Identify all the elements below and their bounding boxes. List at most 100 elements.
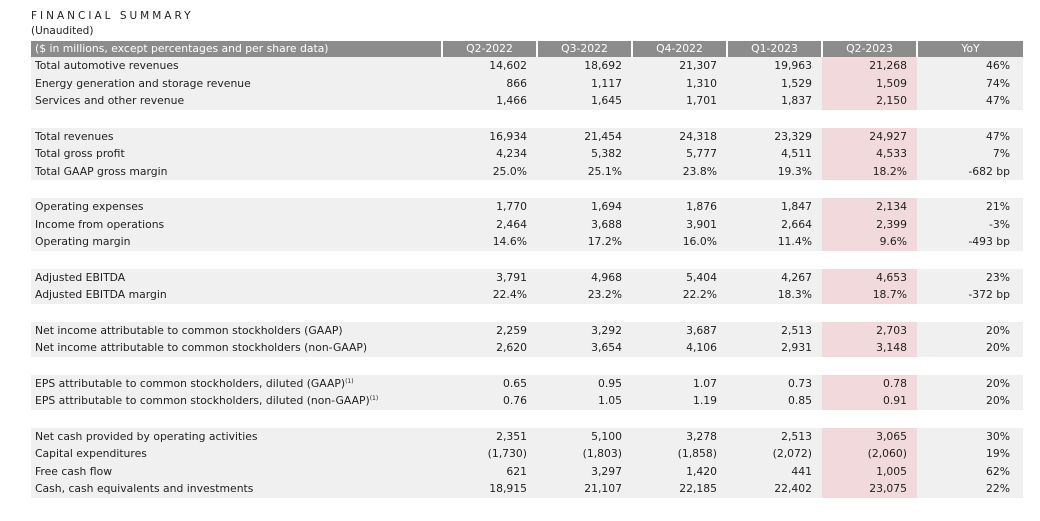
group-spacer xyxy=(31,356,1023,375)
value-q1-2023: 22,402 xyxy=(727,480,822,498)
row-label-text: Services and other revenue xyxy=(35,94,185,107)
row-label: Total GAAP gross margin xyxy=(31,162,442,180)
value-q1-2023: 0.85 xyxy=(727,392,822,410)
row-label: EPS attributable to common stockholders,… xyxy=(31,374,442,392)
value-yoy: 20% xyxy=(917,392,1023,410)
value-q2-2023: 1,005 xyxy=(822,462,917,480)
value-q1-2023: 441 xyxy=(727,462,822,480)
row-label: Total automotive revenues xyxy=(31,57,442,75)
value-q1-2023: 23,329 xyxy=(727,127,822,145)
row-label: EPS attributable to common stockholders,… xyxy=(31,392,442,410)
table-row: Capital expenditures (1,730) (1,803) (1,858… xyxy=(31,445,1023,463)
value-q2-2023: 9.6% xyxy=(822,233,917,251)
row-label: Cash, cash equivalents and investments xyxy=(31,480,442,498)
row-label: Operating margin xyxy=(31,233,442,251)
value-q2-2023: 3,065 xyxy=(822,427,917,445)
row-label-text: Total automotive revenues xyxy=(35,59,179,72)
spacer-cell xyxy=(31,250,1023,269)
value-q3-2022: 1,694 xyxy=(537,198,632,216)
row-label-text: Income from operations xyxy=(35,217,165,231)
group-spacer xyxy=(31,180,1023,198)
value-q1-2023: 19,963 xyxy=(727,57,822,75)
row-label: Operating expenses xyxy=(31,198,442,216)
value-q4-2022: 5,777 xyxy=(632,145,727,163)
value-q4-2022: 5,404 xyxy=(632,268,727,286)
row-label: Capital expenditures xyxy=(31,445,442,463)
value-q2-2022: 1,466 xyxy=(442,92,537,110)
value-q1-2023: 18.3% xyxy=(727,286,822,304)
column-header-q1-2023: Q1-2023 xyxy=(726,41,822,57)
value-q4-2022: 23.8% xyxy=(632,162,727,180)
row-label-text: Net income attributable to common stockh… xyxy=(35,323,343,337)
row-label-text: Total gross profit xyxy=(35,147,125,160)
value-q4-2022: 1,420 xyxy=(632,462,727,480)
row-label-text: EPS attributable to common stockholders,… xyxy=(35,376,346,390)
row-label: Adjusted EBITDA xyxy=(31,268,442,286)
value-q4-2022: 3,901 xyxy=(632,215,727,233)
value-q4-2022: 22,185 xyxy=(632,480,727,498)
value-q2-2022: 866 xyxy=(442,74,537,92)
value-q1-2023: 1,529 xyxy=(727,74,822,92)
value-yoy: 20% xyxy=(917,321,1023,339)
value-yoy: 23% xyxy=(917,268,1023,286)
row-label: Net income attributable to common stockh… xyxy=(31,321,442,339)
value-q3-2022: 3,688 xyxy=(537,215,632,233)
value-q3-2022: 21,454 xyxy=(537,127,632,145)
row-label-text: Adjusted EBITDA xyxy=(35,270,126,284)
value-q4-2022: 1.07 xyxy=(632,374,727,392)
value-yoy: 19% xyxy=(917,445,1023,463)
value-q4-2022: (1,858) xyxy=(632,445,727,463)
value-q2-2022: 14.6% xyxy=(442,233,537,251)
value-q2-2023: 2,399 xyxy=(822,215,917,233)
value-yoy: 46% xyxy=(917,57,1023,75)
value-q2-2022: 621 xyxy=(442,462,537,480)
row-label-text: Operating margin xyxy=(35,235,131,248)
spacer-cell xyxy=(31,409,1023,428)
value-q4-2022: 1,701 xyxy=(632,92,727,110)
value-q3-2022: 1,645 xyxy=(537,92,632,110)
column-header-yoy: YoY xyxy=(916,41,1023,57)
table-row: Total GAAP gross margin 25.0% 25.1% 23.8% 19… xyxy=(31,162,1023,180)
value-q2-2023: 4,653 xyxy=(822,268,917,286)
value-q2-2022: 18,915 xyxy=(442,480,537,498)
value-q2-2023: 4,533 xyxy=(822,145,917,163)
table-row: Net income attributable to common stockh… xyxy=(31,321,1023,339)
group-spacer xyxy=(31,303,1023,322)
value-q3-2022: (1,803) xyxy=(537,445,632,463)
value-q2-2023: 3,148 xyxy=(822,339,917,357)
value-q1-2023: 1,847 xyxy=(727,198,822,216)
value-q2-2023: 23,075 xyxy=(822,480,917,498)
row-label-text: EPS attributable to common stockholders,… xyxy=(35,394,370,407)
value-q2-2023: (2,060) xyxy=(822,445,917,463)
row-label-text: Total revenues xyxy=(35,129,114,143)
value-yoy: 20% xyxy=(917,339,1023,357)
value-yoy: -3% xyxy=(917,215,1023,233)
table-row: Free cash flow 621 3,297 1,420 441 1,005 62% xyxy=(31,462,1023,480)
table-row: EPS attributable to common stockholders,… xyxy=(31,392,1023,410)
value-yoy: 7% xyxy=(917,145,1023,163)
value-yoy: 30% xyxy=(917,427,1023,445)
row-label: Energy generation and storage revenue xyxy=(31,74,442,92)
value-yoy: 21% xyxy=(917,198,1023,216)
value-q3-2022: 1,117 xyxy=(537,74,632,92)
table-row: Services and other revenue 1,466 1,645 1,70… xyxy=(31,92,1023,110)
value-q4-2022: 24,318 xyxy=(632,127,727,145)
footnote-marker: (1) xyxy=(345,377,354,385)
table-row: Cash, cash equivalents and investments 18… xyxy=(31,480,1023,498)
table-row: Total automotive revenues 14,602 18,692 21,… xyxy=(31,57,1023,75)
value-yoy: 22% xyxy=(917,480,1023,498)
row-label-text: Capital expenditures xyxy=(35,447,147,460)
value-q3-2022: 3,654 xyxy=(537,339,632,357)
value-q3-2022: 4,968 xyxy=(537,268,632,286)
table-row: Net income attributable to common stockh… xyxy=(31,339,1023,357)
value-q2-2022: 25.0% xyxy=(442,162,537,180)
value-q2-2023: 0.91 xyxy=(822,392,917,410)
table-row: Energy generation and storage revenue 866… xyxy=(31,74,1023,92)
value-q3-2022: 21,107 xyxy=(537,480,632,498)
row-label-text: Free cash flow xyxy=(35,464,113,478)
value-q1-2023: 19.3% xyxy=(727,162,822,180)
table-row: Adjusted EBITDA 3,791 4,968 5,404 4,267 4,653… xyxy=(31,268,1023,286)
row-label-text: Operating expenses xyxy=(35,200,144,213)
value-q2-2023: 24,927 xyxy=(822,127,917,145)
value-q2-2023: 21,268 xyxy=(822,57,917,75)
